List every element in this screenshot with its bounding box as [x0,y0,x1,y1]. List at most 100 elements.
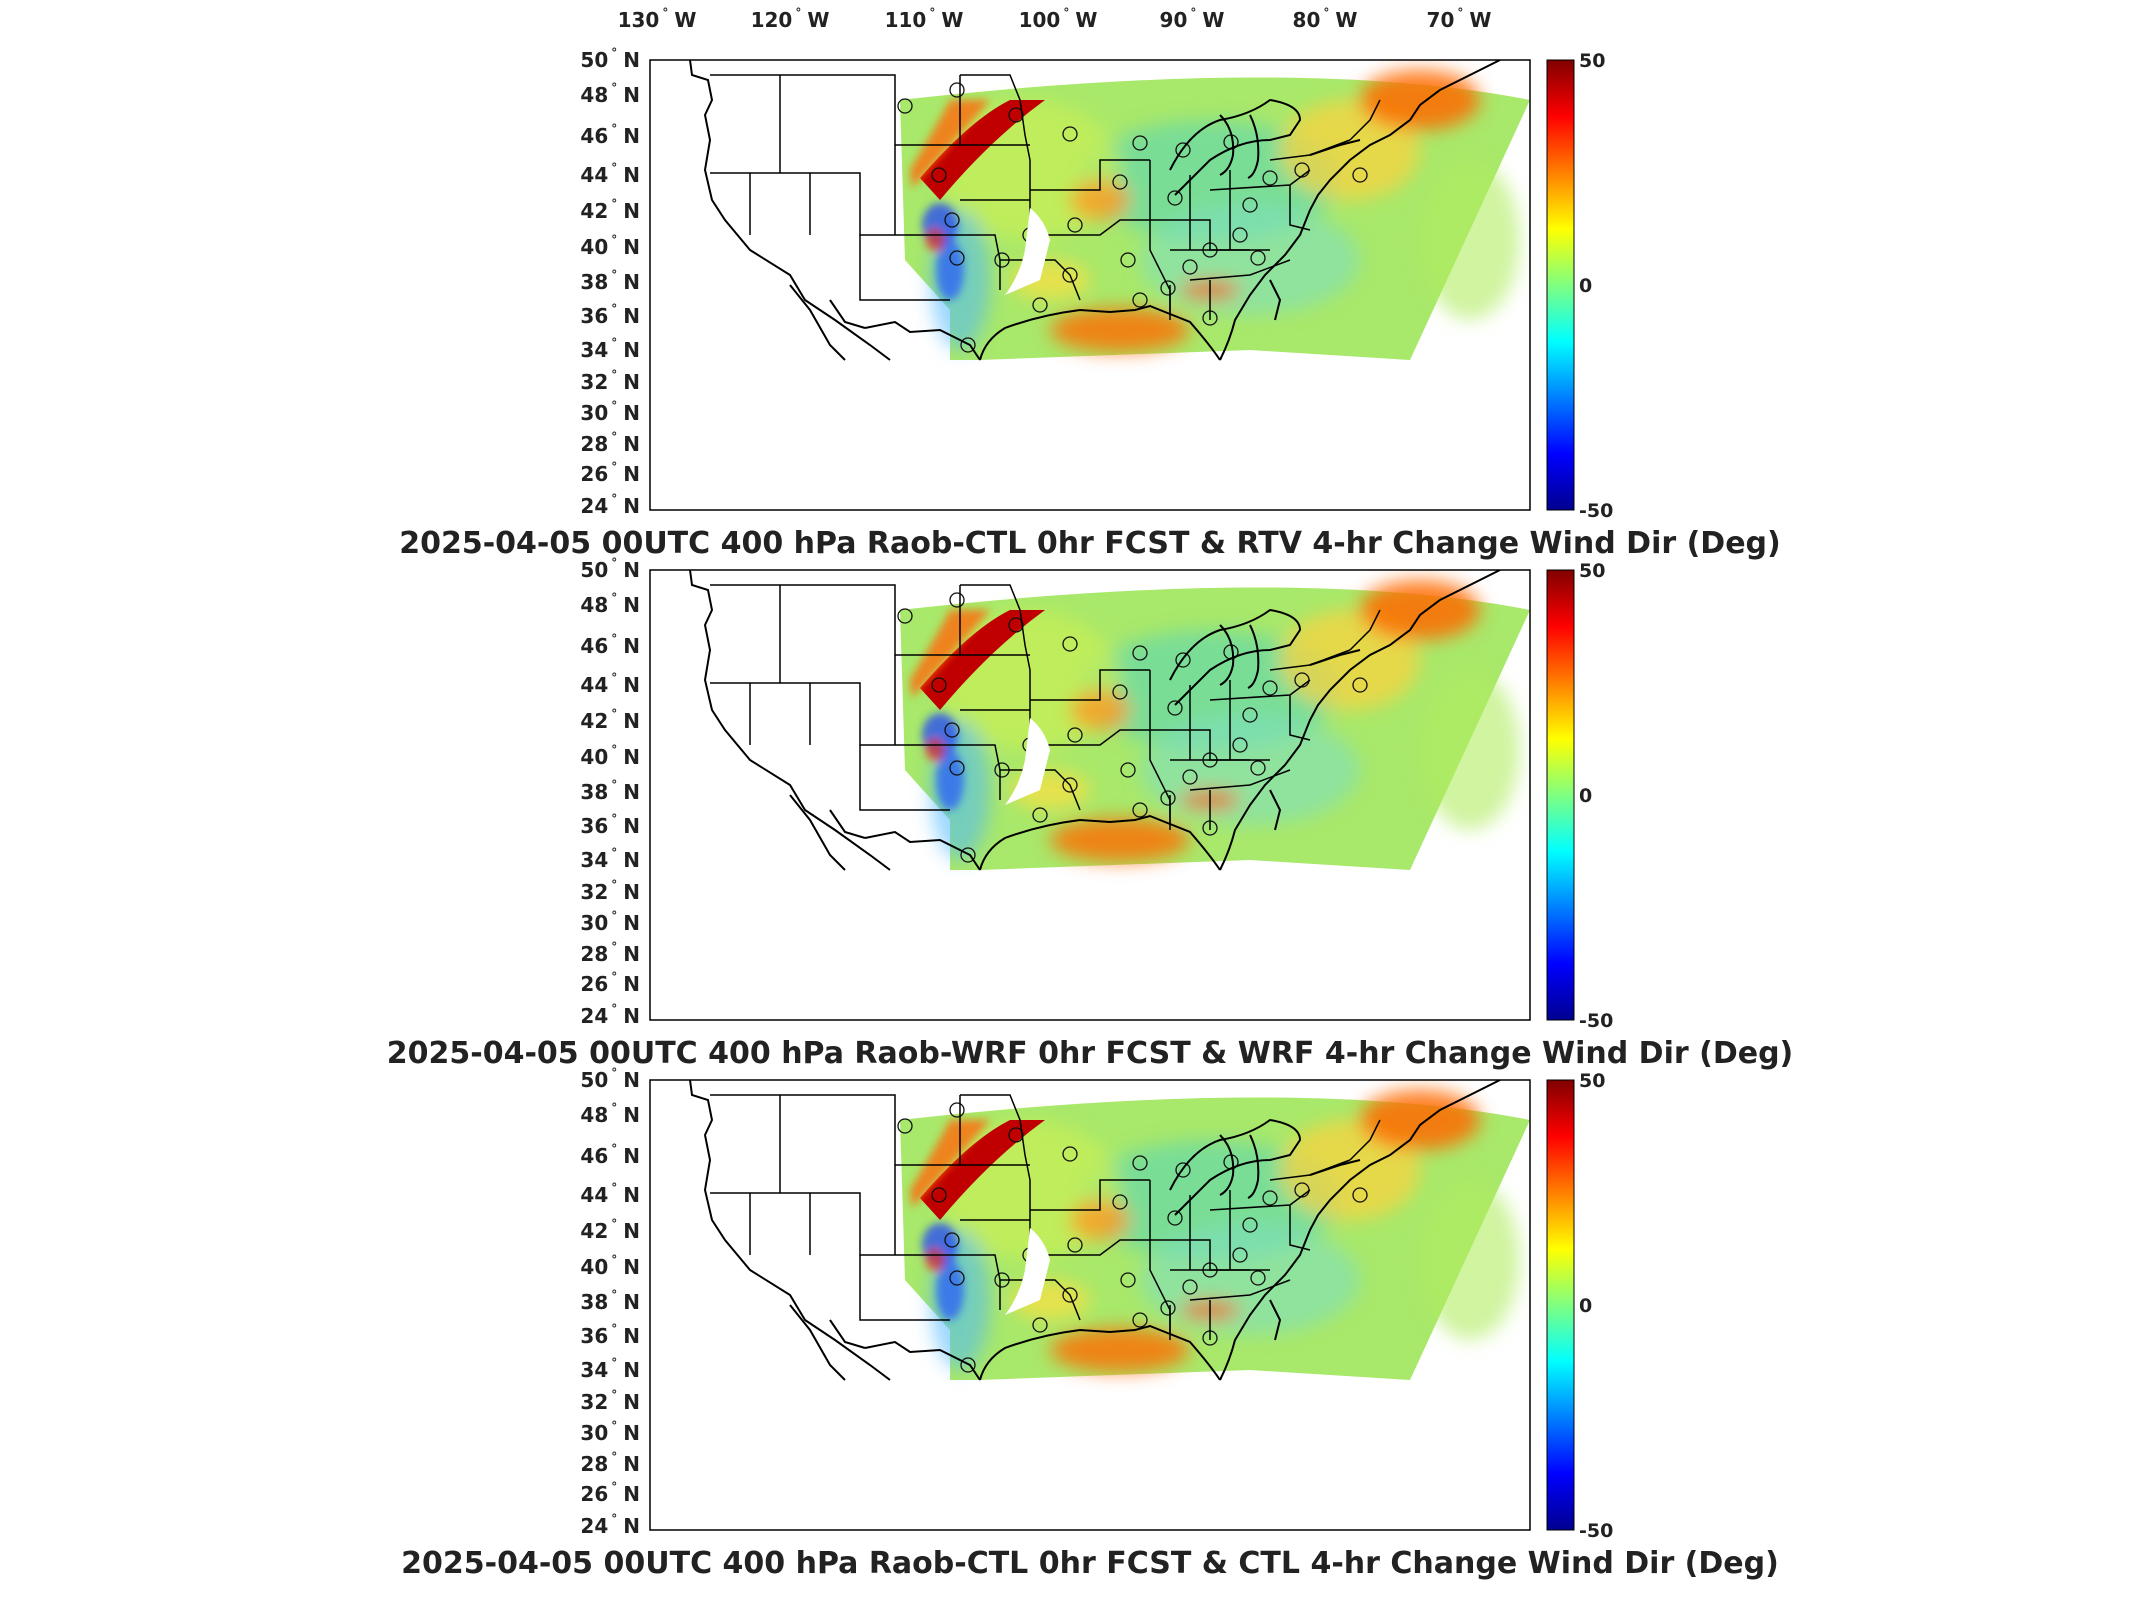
latitude-label: 28 ° N [580,940,640,966]
latitude-label: 34 ° N [580,846,640,872]
latitude-label: 42 ° N [580,1217,640,1243]
latitude-label: 38 ° N [580,1288,640,1314]
svg-text:38°N: 38 ° N [580,268,640,294]
longitude-label: 80 ° W [1293,6,1358,32]
latitude-label: 36 ° N [580,812,640,838]
svg-text:42°N: 42 ° N [580,197,640,223]
latitude-label: 28 ° N [580,430,640,456]
svg-text:46°N: 46 ° N [580,632,640,658]
colorbar-mid-label: 0 [1579,785,1592,807]
svg-text:28°N: 28 ° N [580,1450,640,1476]
latitude-label: 38 ° N [580,778,640,804]
svg-text:26°N: 26 ° N [580,460,640,486]
latitude-label: 24 ° N [580,492,640,518]
latitude-label: 36 ° N [580,302,640,328]
latitude-label: 32 ° N [580,368,640,394]
latitude-label: 50 ° N [580,1066,640,1092]
svg-text:24°N: 24 ° N [580,1002,640,1028]
colorbar-max-label: 50 [1579,50,1605,72]
svg-text:46°N: 46 ° N [580,1142,640,1168]
svg-text:32°N: 32 ° N [580,1388,640,1414]
latitude-label: 50 ° N [580,46,640,72]
svg-text:36°N: 36 ° N [580,812,640,838]
svg-text:32°N: 32 ° N [580,878,640,904]
svg-text:90°W: 90 ° W [1160,6,1225,32]
latitude-label: 40 ° N [580,233,640,259]
svg-text:26°N: 26 ° N [580,970,640,996]
svg-text:110°W: 110 ° W [885,6,964,32]
svg-text:42°N: 42 ° N [580,707,640,733]
latitude-label: 46 ° N [580,632,640,658]
latitude-label: 42 ° N [580,197,640,223]
latitude-label: 26 ° N [580,970,640,996]
map-panel: 50 ° N 48 ° N 46 ° N 44 ° N 42 ° N 40 ° N 38 ° N 36 ° N 34 ° N 32 ° N… [399,46,1781,561]
svg-text:44°N: 44 ° N [580,671,640,697]
panel-title: 2025-04-05 00UTC 400 hPa Raob-CTL 0hr FC… [401,1546,1779,1581]
svg-text:44°N: 44 ° N [580,161,640,187]
svg-text:120°W: 120 ° W [751,6,830,32]
latitude-label: 44 ° N [580,671,640,697]
svg-text:24°N: 24 ° N [580,1512,640,1538]
svg-text:36°N: 36 ° N [580,1322,640,1348]
wind-direction-map [690,60,1530,360]
latitude-label: 30 ° N [580,1419,640,1445]
latitude-label: 44 ° N [580,1181,640,1207]
svg-text:50°N: 50 ° N [580,556,640,582]
longitude-labels: 130 ° W 120 ° W 110 ° W 100 ° W 90 ° W 80 ° W 70 ° W [618,6,1492,32]
latitude-label: 46 ° N [580,122,640,148]
svg-text:48°N: 48 ° N [580,591,640,617]
map-panel: 50 ° N 48 ° N 46 ° N 44 ° N 42 ° N 40 ° N 38 ° N 36 ° N 34 ° N 32 ° N… [387,556,1794,1071]
latitude-label: 38 ° N [580,268,640,294]
colorbar-mid-label: 0 [1579,275,1592,297]
svg-text:28°N: 28 ° N [580,430,640,456]
svg-text:38°N: 38 ° N [580,1288,640,1314]
latitude-label: 42 ° N [580,707,640,733]
latitude-label: 30 ° N [580,399,640,425]
svg-text:36°N: 36 ° N [580,302,640,328]
svg-text:40°N: 40 ° N [580,743,640,769]
svg-text:28°N: 28 ° N [580,940,640,966]
svg-text:48°N: 48 ° N [580,81,640,107]
colorbar: 50 0 -50 [1546,1070,1613,1542]
svg-text:80°W: 80 ° W [1293,6,1358,32]
map-panel: 50 ° N 48 ° N 46 ° N 44 ° N 42 ° N 40 ° N 38 ° N 36 ° N 34 ° N 32 ° N… [401,1066,1779,1581]
panel-title: 2025-04-05 00UTC 400 hPa Raob-CTL 0hr FC… [399,526,1781,561]
svg-text:130°W: 130 ° W [618,6,697,32]
latitude-label: 32 ° N [580,1388,640,1414]
svg-text:38°N: 38 ° N [580,778,640,804]
svg-text:32°N: 32 ° N [580,368,640,394]
svg-text:100°W: 100 ° W [1019,6,1098,32]
latitude-label: 34 ° N [580,1356,640,1382]
svg-text:30°N: 30 ° N [580,399,640,425]
longitude-label: 70 ° W [1427,6,1492,32]
latitude-label: 48 ° N [580,591,640,617]
colorbar: 50 0 -50 [1546,50,1613,522]
panel-title: 2025-04-05 00UTC 400 hPa Raob-WRF 0hr FC… [387,1036,1794,1071]
svg-text:40°N: 40 ° N [580,233,640,259]
latitude-label: 24 ° N [580,1002,640,1028]
latitude-label: 40 ° N [580,1253,640,1279]
latitude-label: 30 ° N [580,909,640,935]
map-frame [649,1079,1531,1531]
svg-text:26°N: 26 ° N [580,1480,640,1506]
latitude-label: 34 ° N [580,336,640,362]
map-frame [649,569,1531,1021]
colorbar-min-label: -50 [1579,1520,1613,1542]
latitude-label: 26 ° N [580,1480,640,1506]
svg-text:34°N: 34 ° N [580,336,640,362]
latitude-label: 32 ° N [580,878,640,904]
svg-text:34°N: 34 ° N [580,846,640,872]
longitude-label: 90 ° W [1160,6,1225,32]
colorbar-max-label: 50 [1579,560,1605,582]
svg-text:30°N: 30 ° N [580,909,640,935]
latitude-label: 44 ° N [580,161,640,187]
map-panels: 50 ° N 48 ° N 46 ° N 44 ° N 42 ° N 40 ° N 38 ° N 36 ° N 34 ° N 32 ° N… [387,46,1794,1581]
latitude-label: 24 ° N [580,1512,640,1538]
svg-text:42°N: 42 ° N [580,1217,640,1243]
svg-text:50°N: 50 ° N [580,46,640,72]
map-frame [649,59,1531,511]
wind-direction-map [690,1080,1530,1380]
colorbar: 50 0 -50 [1546,560,1613,1032]
longitude-label: 130 ° W [618,6,697,32]
